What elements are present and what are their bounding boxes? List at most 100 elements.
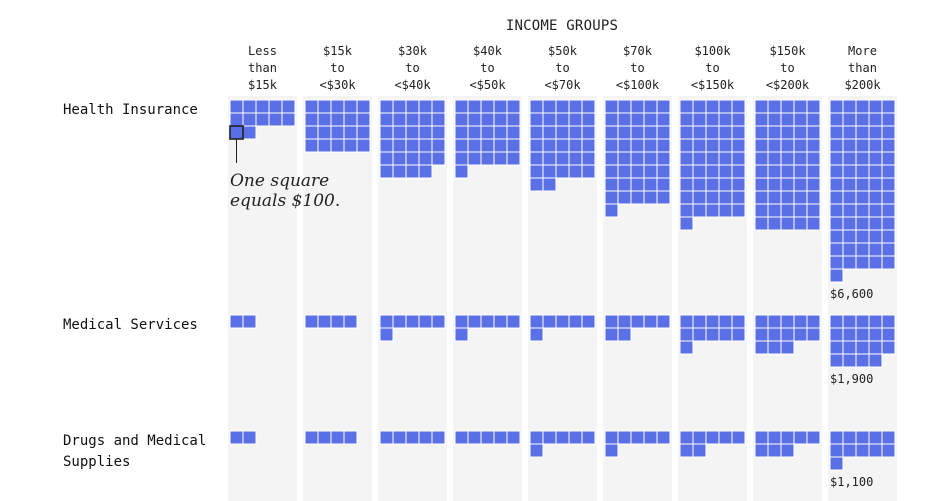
waffle-square [480, 99, 495, 114]
waffle-square [780, 190, 795, 205]
waffle-square [692, 177, 707, 192]
waffle-square [392, 99, 407, 114]
waffle-square [754, 99, 769, 114]
waffle-square [343, 125, 358, 140]
waffle-square [656, 164, 671, 179]
annotation-text: One square equals $100. [230, 171, 340, 211]
waffle-square [656, 177, 671, 192]
waffle-square [643, 138, 658, 153]
waffle-square [881, 164, 896, 179]
waffle-square [418, 125, 433, 140]
waffle-square [242, 112, 257, 127]
waffle-square [604, 138, 619, 153]
waffle-square [656, 190, 671, 205]
waffle-square [718, 203, 733, 218]
waffle-square [679, 203, 694, 218]
waffle-square [881, 430, 896, 445]
waffle-square [718, 151, 733, 166]
income-group-headers: Less than $15k $15k to <$30k $30k to <$40k $40k to… [248, 44, 881, 92]
waffle-square [454, 125, 469, 140]
waffle-square [255, 112, 270, 127]
waffle-square [506, 314, 521, 329]
row-total-label: $1,100 [830, 475, 873, 489]
waffle-square [529, 99, 544, 114]
waffle-square [806, 164, 821, 179]
waffle-square [467, 314, 482, 329]
waffle-square [304, 314, 319, 329]
waffle-square [617, 314, 632, 329]
waffle-square [868, 138, 883, 153]
waffle-square [317, 99, 332, 114]
waffle-square [881, 151, 896, 166]
waffle-square [418, 151, 433, 166]
waffle-square [529, 125, 544, 140]
waffle-square [281, 112, 296, 127]
waffle-square [392, 430, 407, 445]
waffle-square [643, 164, 658, 179]
waffle-square [793, 216, 808, 231]
waffle-square [506, 112, 521, 127]
waffle-square [829, 430, 844, 445]
waffle-square [630, 138, 645, 153]
waffle-square [330, 99, 345, 114]
income-group-header: $150k to <$200k [766, 44, 810, 92]
waffle-square [705, 125, 720, 140]
waffle-square [731, 151, 746, 166]
waffle-square [829, 112, 844, 127]
waffle-square [343, 430, 358, 445]
waffle-square [767, 314, 782, 329]
waffle-square [705, 314, 720, 329]
waffle-square [493, 138, 508, 153]
waffle-square [392, 164, 407, 179]
waffle-square [705, 99, 720, 114]
waffle-square [542, 430, 557, 445]
waffle-square [780, 443, 795, 458]
waffle-square [454, 99, 469, 114]
waffle-square [767, 138, 782, 153]
waffle-square [242, 125, 257, 140]
waffle-square [431, 151, 446, 166]
waffle-square [480, 125, 495, 140]
waffle-square [379, 164, 394, 179]
waffle-square [431, 430, 446, 445]
waffle-square [679, 443, 694, 458]
waffle-square [379, 138, 394, 153]
waffle-square [555, 125, 570, 140]
waffle-square [780, 112, 795, 127]
waffle-square [692, 443, 707, 458]
waffle-square [868, 229, 883, 244]
waffle-square [780, 314, 795, 329]
waffle-square [467, 125, 482, 140]
waffle-square [829, 353, 844, 368]
waffle-square [643, 190, 658, 205]
waffle-square [604, 125, 619, 140]
waffle-square [529, 443, 544, 458]
waffle-square [379, 430, 394, 445]
waffle-square [881, 138, 896, 153]
waffle-square [868, 216, 883, 231]
waffle-square [506, 125, 521, 140]
waffle-square [718, 164, 733, 179]
waffle-square [868, 190, 883, 205]
waffle-square [493, 314, 508, 329]
waffle-square [780, 327, 795, 342]
waffle-square [617, 177, 632, 192]
waffle-square [780, 151, 795, 166]
waffle-square [780, 216, 795, 231]
waffle-square [568, 164, 583, 179]
waffle-square [829, 268, 844, 283]
waffle-square [679, 177, 694, 192]
waffle-square [529, 112, 544, 127]
waffle-square [604, 327, 619, 342]
waffle-square [630, 164, 645, 179]
waffle-square [780, 99, 795, 114]
waffle-square [555, 112, 570, 127]
waffle-square [829, 242, 844, 257]
waffle-square [731, 190, 746, 205]
waffle-square [229, 112, 244, 127]
waffle-square [705, 430, 720, 445]
waffle-square [806, 138, 821, 153]
waffle-square [754, 125, 769, 140]
waffle-square [379, 112, 394, 127]
waffle-square [829, 327, 844, 342]
